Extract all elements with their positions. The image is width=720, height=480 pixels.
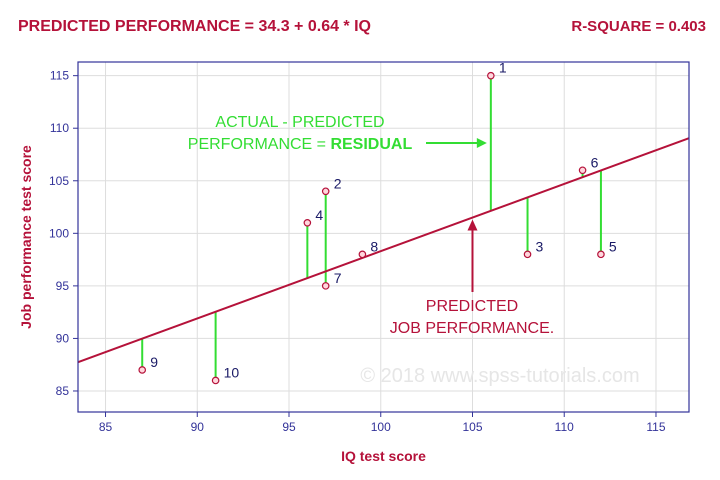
residual-annotation-line1: ACTUAL - PREDICTED [215,114,384,131]
residual-annotation-prefix: PERFORMANCE = [188,136,331,153]
regression-line [77,137,690,364]
point-label-7: 7 [334,270,342,286]
x-tick-label: 85 [99,420,113,434]
predicted-annotation-line2: JOB PERFORMANCE. [390,320,554,337]
residual-lines [141,75,602,381]
predicted-arrow-head [467,219,478,231]
data-point-3 [523,250,532,259]
point-label-2: 2 [334,175,342,191]
data-point-4 [303,219,312,227]
data-point-7 [321,282,330,290]
y-tick-label: 115 [50,69,69,83]
y-axis-label: Job performance test score [18,145,34,329]
plot-area [78,62,689,412]
residual-annotation-bold: RESIDUAL [330,136,412,153]
data-point-2 [321,187,330,196]
y-tick-label: 95 [56,279,70,293]
y-tick-label: 85 [56,384,70,398]
data-point-6 [578,166,587,175]
point-label-6: 6 [591,154,599,170]
data-point-5 [597,250,605,259]
residual-arrow-head [476,138,487,148]
watermark: © 2018 www.spss-tutorials.com [360,365,639,387]
y-tick-label: 90 [56,331,70,345]
y-tick-label: 110 [50,121,69,135]
data-point-10 [211,376,220,385]
x-tick-label: 90 [191,420,205,434]
predicted-annotation-line1: PREDICTED [426,298,518,315]
point-label-4: 4 [315,207,323,223]
point-label-5: 5 [609,238,617,254]
point-label-9: 9 [150,354,158,370]
point-label-1: 1 [499,60,507,76]
residual-annotation-line2: PERFORMANCE = RESIDUAL [188,136,413,153]
point-label-3: 3 [536,238,544,254]
x-tick-label: 95 [282,420,296,434]
data-point-9 [138,366,147,374]
point-label-8: 8 [370,238,378,254]
data-point-1 [487,71,495,80]
x-tick-label: 100 [371,420,391,434]
data-point-8 [358,250,367,259]
r-square-label: R-SQUARE = 0.403 [571,18,706,35]
x-tick-label: 110 [555,420,574,434]
x-tick-label: 115 [646,420,665,434]
data-points [138,71,605,385]
y-tick-label: 100 [49,226,69,240]
point-labels: 1 2 3 4 5 6 7 8 9 10 [150,60,617,381]
plot-frame [77,61,690,413]
point-label-10: 10 [224,364,240,380]
gridlines [78,62,689,412]
chart-title: PREDICTED PERFORMANCE = 34.3 + 0.64 * IQ [18,18,371,35]
y-tick-label: 105 [49,174,69,188]
x-axis-label: IQ test score [341,448,426,464]
x-tick-label: 105 [462,420,482,434]
